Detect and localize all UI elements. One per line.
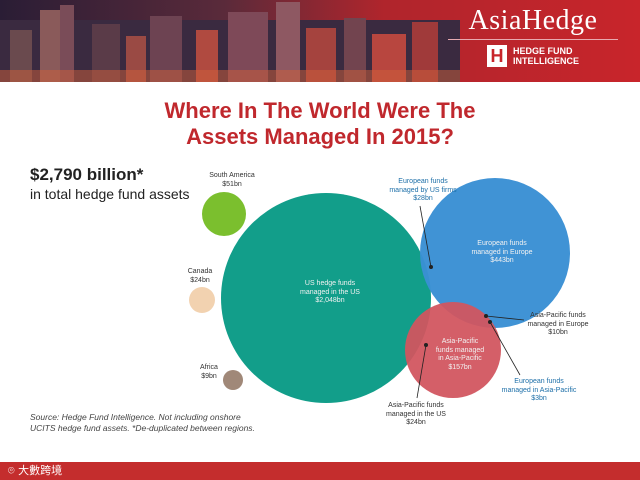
- label-south-america: South America $51bn: [209, 172, 255, 188]
- footer-bar: [0, 462, 640, 480]
- total-assets: $2,790 billion* in total hedge fund asse…: [30, 165, 190, 203]
- brand-divider: [448, 39, 618, 40]
- watermark: ⌾ 大數跨境: [8, 464, 63, 477]
- leader-ap-us-dot: [424, 343, 428, 347]
- city-skyline-image: [0, 2, 460, 82]
- brand-sub-line2: INTELLIGENCE: [512, 56, 579, 66]
- leader-eu-ap: [489, 321, 521, 376]
- bubble-africa: [223, 370, 243, 390]
- source-note: Source: Hedge Fund Intelligence. Not inc…: [30, 412, 255, 433]
- leader-eu-us: [419, 205, 432, 268]
- bubble-us: [221, 193, 431, 403]
- leader-eu-ap-dot: [488, 320, 492, 324]
- bubble-europe: [420, 178, 570, 328]
- label-eu-us: European funds managed by US firms $28bn: [389, 178, 457, 202]
- brand-name: AsiaHedge: [468, 5, 598, 36]
- brand-logo: AsiaHedge H HEDGE FUND INTELLIGENCE: [448, 6, 618, 67]
- label-africa: Africa $9bn: [200, 364, 218, 380]
- bubble-canada: [189, 287, 215, 313]
- total-label: in total hedge fund assets: [30, 186, 190, 202]
- page-title: Where In The World Were The Assets Manag…: [0, 98, 640, 150]
- leader-ap-eu-dot: [484, 314, 488, 318]
- leader-ap-eu: [485, 315, 525, 321]
- title-line2: Assets Managed In 2015?: [186, 124, 454, 149]
- label-canada: Canada $24bn: [187, 268, 213, 284]
- header-banner: AsiaHedge H HEDGE FUND INTELLIGENCE: [0, 0, 640, 82]
- brand-sub-line1: HEDGE FUND: [512, 46, 573, 56]
- label-eu-ap: European funds managed in Asia-Pacific $…: [501, 378, 577, 402]
- hfi-logo-icon: H: [486, 45, 507, 67]
- watermark-logo-icon: ⌾: [8, 464, 19, 477]
- label-ap-eu: Asia-Pacific funds managed in Europe $10…: [527, 312, 589, 336]
- leader-eu-us-dot: [429, 265, 433, 269]
- label-us: US hedge funds managed in the US $2,048b…: [300, 280, 360, 304]
- label-europe: European funds managed in Europe $443bn: [471, 240, 533, 264]
- label-asia-pacific: Asia-Pacific funds managed in Asia-Pacif…: [435, 338, 485, 371]
- title-line1: Where In The World Were The: [164, 98, 476, 123]
- bubble-south-america: [202, 192, 246, 236]
- leader-ap-us: [416, 344, 427, 399]
- bubble-asia-pacific: [405, 302, 501, 398]
- total-value: $2,790 billion*: [30, 165, 144, 184]
- label-ap-us: Asia-Pacific funds managed in the US $24…: [386, 402, 446, 426]
